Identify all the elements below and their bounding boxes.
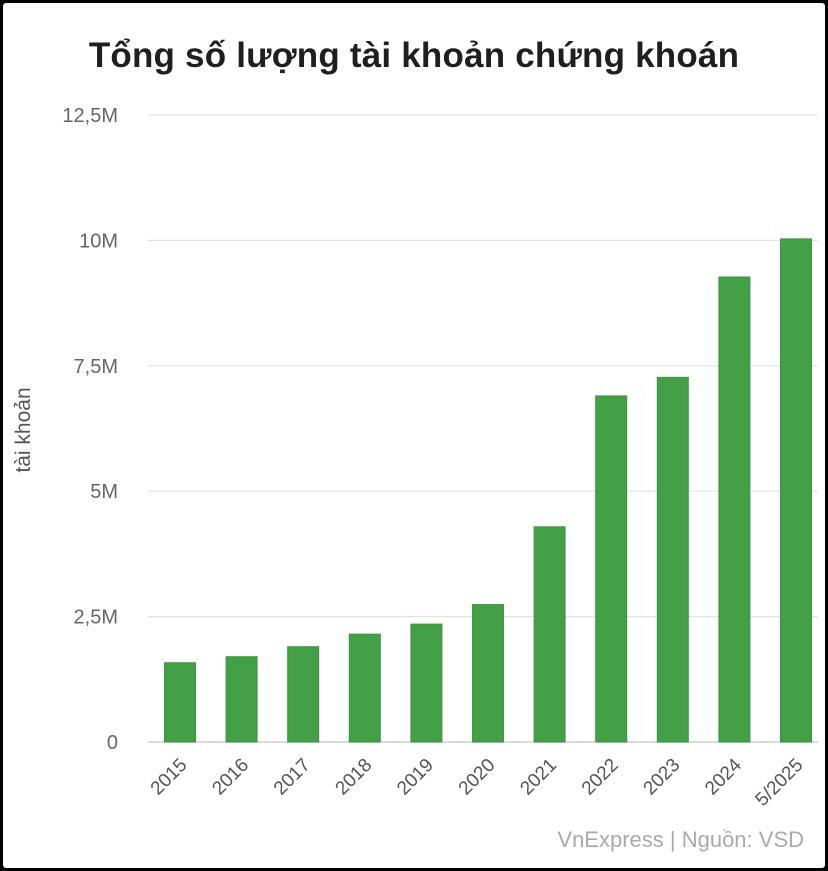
x-tick-label: 2023 [640, 755, 685, 800]
x-tick-label: 2018 [332, 755, 377, 800]
x-tick-label: 2022 [578, 755, 623, 800]
x-tick-label: 2020 [455, 755, 500, 800]
bar-2022 [595, 395, 628, 743]
source-credit: VnExpress | Nguồn: VSD [557, 827, 804, 852]
y-tick-label: 0 [107, 732, 118, 754]
y-tick-label: 5M [90, 481, 118, 503]
y-tick-label: 7,5M [74, 356, 118, 378]
y-tick-label: 10M [79, 230, 118, 252]
x-tick-label: 2019 [393, 755, 438, 800]
bar-2024 [718, 276, 751, 743]
bar-2017 [287, 646, 320, 743]
bar-2018 [348, 633, 381, 743]
bar-2019 [410, 623, 443, 743]
bar-2021 [533, 526, 566, 743]
y-tick-label: 2,5M [74, 607, 118, 629]
x-tick-label: 2015 [147, 755, 192, 800]
y-axis-ticks: 0 2,5M 5M 7,5M 10M 12,5M [62, 105, 118, 754]
y-axis-label: tài khoản [12, 387, 35, 472]
x-tick-label: 5/2025 [752, 755, 808, 811]
bar-2023 [656, 376, 689, 743]
x-axis-ticks: 2015 2016 2017 2018 2019 2020 2021 2022 2023 2024… [147, 754, 808, 810]
x-tick-label: 2024 [701, 754, 746, 799]
y-tick-label: 12,5M [62, 105, 118, 127]
bar-2020 [472, 604, 504, 743]
x-tick-label: 2021 [516, 755, 561, 800]
x-tick-label: 2017 [270, 755, 315, 800]
bar-2016 [225, 656, 258, 743]
bar-2015 [164, 662, 196, 743]
chart-title: Tổng số lượng tài khoản chứng khoán [88, 36, 740, 75]
bars [164, 238, 812, 743]
x-tick-label: 2016 [208, 755, 253, 800]
bar-5-2025 [780, 238, 812, 743]
